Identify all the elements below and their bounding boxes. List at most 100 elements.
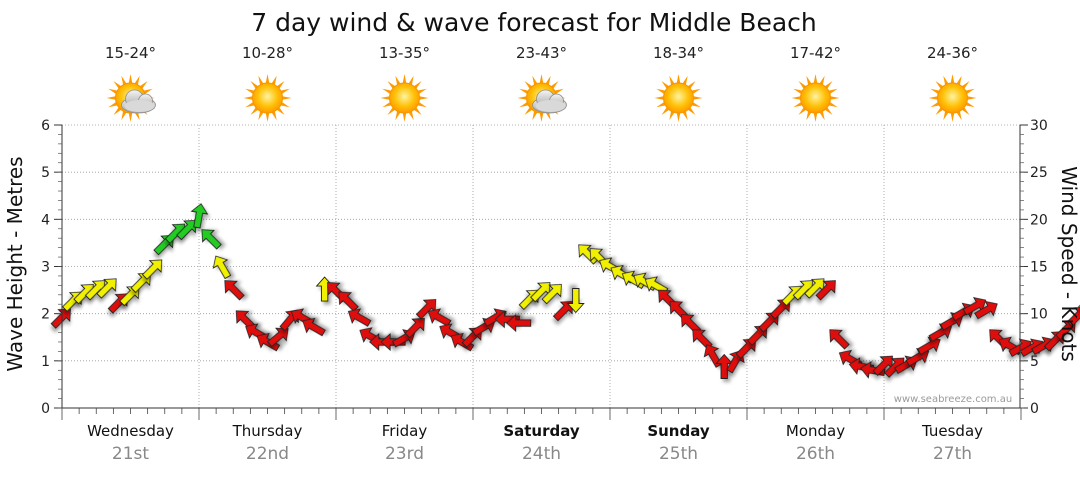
sun-ray: [276, 81, 285, 89]
day-temperature: 13-35°: [379, 44, 430, 62]
sun-ray: [413, 81, 422, 89]
day-column-saturday: 23-43° Saturday 24th: [503, 44, 580, 464]
sun-ray: [258, 111, 264, 121]
sun-ray: [793, 88, 803, 94]
y-left-tick-label: 3: [41, 260, 50, 276]
sunny-icon: [654, 74, 703, 122]
sun-ray: [935, 81, 944, 89]
partly-cloudy-icon: [517, 74, 567, 122]
sun-ray: [806, 111, 812, 121]
sunny-icon: [243, 74, 292, 122]
sun-ray: [417, 102, 427, 108]
y-right-tick-label: 25: [1030, 165, 1048, 181]
sun-ray: [687, 81, 696, 89]
sun-ray: [539, 112, 544, 122]
day-temperature: 15-24°: [105, 44, 156, 62]
wind-arrow: [703, 344, 723, 368]
sun-ray: [950, 112, 955, 122]
sun-ray: [654, 96, 664, 100]
day-date-label: 27th: [933, 444, 972, 464]
wind-arrow: [267, 327, 289, 348]
day-column-monday: 17-42° Monday 26th: [786, 44, 845, 464]
sun-ray: [824, 107, 833, 115]
sun-disc: [800, 82, 831, 114]
day-name-label: Saturday: [503, 422, 580, 440]
day-name-label: Sunday: [647, 422, 710, 440]
sun-ray: [395, 111, 401, 121]
sun-ray: [669, 75, 675, 85]
sun-ray: [943, 111, 949, 121]
sun-ray: [387, 107, 396, 115]
sun-ray: [956, 111, 962, 121]
sun-ray: [691, 88, 701, 94]
wind-arrow: [1066, 306, 1080, 327]
sun-ray: [250, 107, 259, 115]
sun-ray: [113, 107, 122, 115]
sun-ray: [687, 107, 696, 115]
sun-ray: [243, 96, 253, 100]
sun-ray: [108, 88, 118, 94]
day-date-label: 22nd: [246, 444, 289, 464]
sun-ray: [128, 74, 133, 84]
y-axis-left-label: Wave Height - Metres: [3, 156, 27, 371]
wind-arrow: [96, 278, 117, 299]
sun-ray: [930, 102, 940, 108]
sunny-icon: [928, 74, 977, 122]
sun-ray: [813, 112, 818, 122]
sun-ray: [928, 96, 938, 100]
sun-ray: [943, 75, 949, 85]
wind-arrow: [338, 291, 359, 312]
day-column-tuesday: 24-36° Tuesday 27th: [921, 44, 983, 464]
sun-ray: [965, 88, 975, 94]
sun-ray: [121, 75, 127, 85]
day-date-label: 25th: [659, 444, 698, 464]
day-date-label: 23rd: [385, 444, 424, 464]
sun-ray: [387, 81, 396, 89]
day-name-label: Tuesday: [921, 422, 983, 440]
day-temperature: 18-34°: [653, 44, 704, 62]
y-right-tick-label: 0: [1030, 401, 1039, 417]
sun-ray: [545, 75, 551, 85]
chart-title: 7 day wind & wave forecast for Middle Be…: [251, 8, 817, 37]
sun-ray: [656, 102, 666, 108]
wind-arrow: [917, 336, 941, 356]
sun-ray: [108, 102, 118, 108]
sun-ray: [280, 88, 290, 94]
sun-ray: [413, 107, 422, 115]
sun-ray: [824, 81, 833, 89]
sun-ray: [967, 96, 977, 100]
sun-ray: [961, 107, 970, 115]
y-left-tick-label: 4: [41, 212, 50, 228]
sun-ray: [519, 102, 529, 108]
sun-ray: [661, 107, 670, 115]
sun-ray: [956, 75, 962, 85]
sun-ray: [676, 74, 681, 84]
day-column-friday: 13-35° Friday 23rd: [379, 44, 430, 464]
cloud-shape: [532, 89, 567, 114]
sun-ray: [121, 111, 127, 121]
sun-ray: [382, 102, 392, 108]
wind-arrow: [141, 259, 163, 280]
sun-ray: [382, 88, 392, 94]
sun-ray: [245, 102, 255, 108]
sun-ray: [791, 96, 801, 100]
day-forecast-header: 15-24° Wednesday 21st 10-28° Thursday 22nd 13-…: [87, 44, 983, 464]
sun-ray: [106, 96, 116, 100]
sun-ray: [965, 102, 975, 108]
sun-ray: [265, 112, 270, 122]
wind-arrow: [974, 300, 998, 320]
day-name-label: Thursday: [232, 422, 303, 440]
sun-ray: [661, 81, 670, 89]
sun-ray: [419, 96, 429, 100]
sun-ray: [961, 81, 970, 89]
sun-ray: [798, 107, 807, 115]
sun-ray: [539, 74, 544, 84]
wind-arrow: [506, 314, 532, 333]
sun-ray: [950, 74, 955, 84]
sun-ray: [828, 88, 838, 94]
y-right-tick-label: 30: [1030, 118, 1048, 134]
day-name-label: Friday: [382, 422, 428, 440]
wind-arrow: [212, 255, 232, 280]
watermark: www.seabreeze.com.au: [894, 394, 1012, 405]
partly-cloudy-icon: [106, 74, 156, 122]
